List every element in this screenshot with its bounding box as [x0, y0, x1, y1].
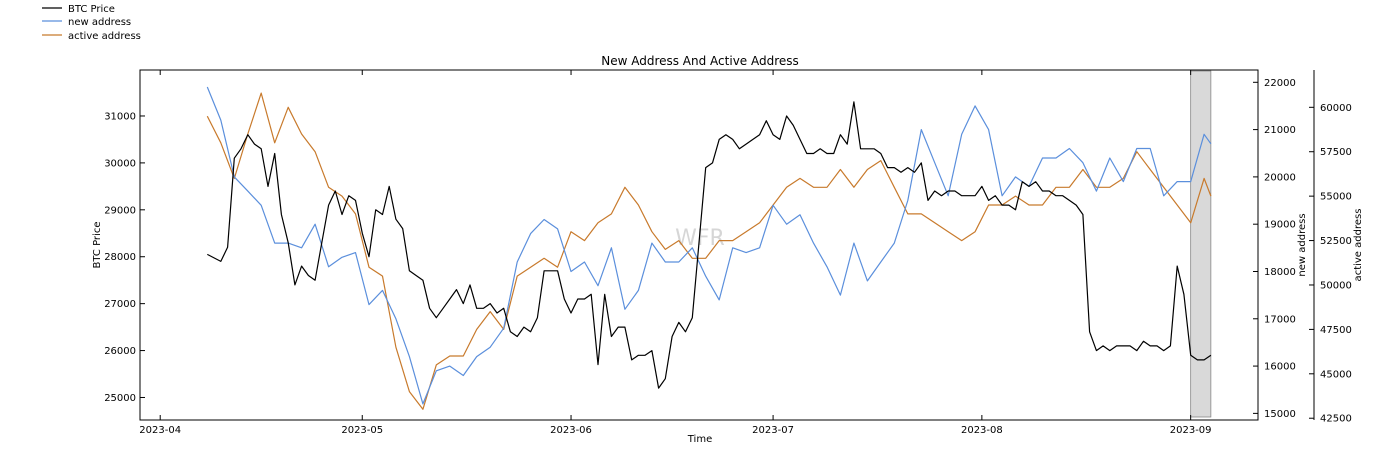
- right-y-axis-2-tick-label-0: 42500: [1320, 414, 1352, 425]
- left-y-tick-label-6: 31000: [104, 111, 136, 122]
- x-tick-label-2: 2023-06: [550, 425, 592, 436]
- right-y-axis-1-tick-label-0: 15000: [1264, 409, 1296, 420]
- series-line-new-address: [206, 86, 1212, 405]
- left-y-axis-ticks: 25000 26000 27000 28000 29000 30000 31000: [104, 111, 145, 404]
- series-line-btc-price: [207, 101, 1212, 389]
- right-y-axis-2-tick-label-6: 57500: [1320, 147, 1352, 158]
- legend-label-new-address: new address: [68, 17, 131, 28]
- right-y-axis-1-tick-label-4: 19000: [1264, 220, 1296, 231]
- legend: BTC Price new address active address: [42, 4, 141, 42]
- right-y-axis-2-tick-label-5: 55000: [1320, 192, 1352, 203]
- right-y-axis-2-tick-label-4: 52500: [1320, 236, 1352, 247]
- series-layer: [206, 86, 1212, 410]
- right-y-axis-1-tick-label-7: 22000: [1264, 78, 1296, 89]
- left-y-axis-label: BTC Price: [92, 222, 103, 269]
- left-y-tick-label-1: 26000: [104, 346, 136, 357]
- left-y-tick-label-4: 29000: [104, 205, 136, 216]
- right-y-axis-2-tick-label-1: 45000: [1320, 369, 1352, 380]
- right-y-axis-1-tick-label-1: 16000: [1264, 362, 1296, 373]
- right-y-axis-2-tick-label-7: 60000: [1320, 103, 1352, 114]
- left-y-tick-label-2: 27000: [104, 299, 136, 310]
- right-y-axis-1-tick-label-3: 18000: [1264, 267, 1296, 278]
- shaded-forecast-region: [1190, 70, 1212, 418]
- right-y-axis-1-ticks: 15000 16000 17000 18000 19000 20000 21000 22000: [1253, 78, 1296, 420]
- left-y-tick-label-5: 30000: [104, 158, 136, 169]
- left-y-tick-label-3: 28000: [104, 252, 136, 263]
- right-y-axis-2-label: active address: [1353, 209, 1364, 282]
- left-y-tick-label-0: 25000: [104, 393, 136, 404]
- x-tick-label-0: 2023-04: [139, 425, 181, 436]
- right-y-axis-2-tick-label-3: 50000: [1320, 280, 1352, 291]
- x-tick-label-3: 2023-07: [752, 425, 794, 436]
- series-line-active-address: [206, 92, 1212, 410]
- right-y-axis-1-tick-label-2: 17000: [1264, 314, 1296, 325]
- x-axis-ticks: 2023-04 2023-05 2023-06 2023-07 2023-08 2023-…: [139, 70, 1212, 436]
- x-tick-label-1: 2023-05: [341, 425, 383, 436]
- right-y-axis-1-tick-label-6: 21000: [1264, 125, 1296, 136]
- chart-title: New Address And Active Address: [601, 54, 799, 68]
- right-y-axis-1-tick-label-5: 20000: [1264, 172, 1296, 183]
- right-y-axis-1-label: new address: [1297, 213, 1308, 276]
- right-y-axis-2-tick-label-2: 47500: [1320, 325, 1352, 336]
- right-y-axis-2-ticks: 42500 45000 47500 50000 52500 55000 57500 60000: [1309, 103, 1352, 425]
- legend-label-active-address: active address: [68, 31, 141, 42]
- x-tick-label-5: 2023-09: [1170, 425, 1212, 436]
- x-axis-label: Time: [687, 434, 712, 445]
- x-tick-label-4: 2023-08: [961, 425, 1003, 436]
- legend-label-btc-price: BTC Price: [68, 4, 115, 15]
